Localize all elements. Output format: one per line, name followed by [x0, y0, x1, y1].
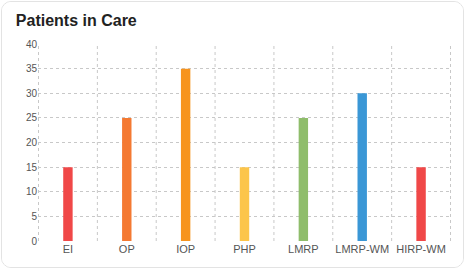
svg-text:OP: OP	[119, 243, 135, 255]
svg-text:EI: EI	[63, 243, 73, 255]
svg-text:LMRP-WM: LMRP-WM	[335, 243, 389, 255]
svg-text:30: 30	[26, 88, 38, 99]
svg-text:25: 25	[26, 112, 38, 123]
svg-text:PHP: PHP	[233, 243, 256, 255]
svg-text:LMRP: LMRP	[288, 243, 319, 255]
svg-text:5: 5	[31, 211, 37, 222]
svg-text:Patients in Care: Patients in Care	[16, 12, 137, 29]
svg-text:15: 15	[26, 162, 38, 173]
svg-text:HIRP-WM: HIRP-WM	[396, 243, 446, 255]
svg-text:0: 0	[31, 236, 37, 247]
svg-text:20: 20	[26, 137, 38, 148]
svg-text:10: 10	[26, 186, 38, 197]
svg-text:35: 35	[26, 63, 38, 74]
svg-text:IOP: IOP	[176, 243, 195, 255]
svg-text:40: 40	[26, 39, 38, 50]
